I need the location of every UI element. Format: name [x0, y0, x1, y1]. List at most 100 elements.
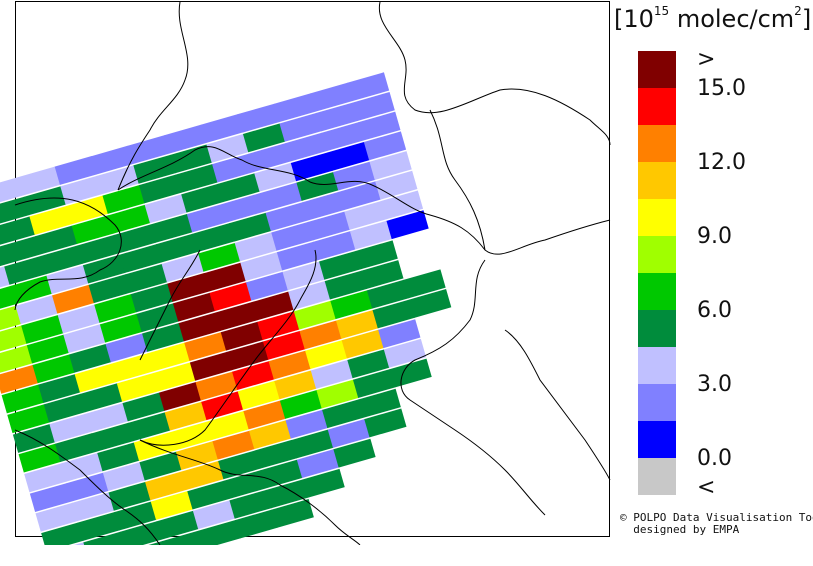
- color-scale: [638, 51, 676, 495]
- swath-pixel: [155, 233, 199, 263]
- swath-pixel: [23, 186, 67, 216]
- legend-tick-12: 12.0: [697, 150, 746, 175]
- swath-pixel: [60, 175, 103, 205]
- swath-pixel: [0, 305, 22, 335]
- swath-pixel: [142, 322, 185, 352]
- swath-pixel: [80, 383, 123, 413]
- swath-pixel: [63, 324, 106, 354]
- swath-pixel: [72, 492, 115, 522]
- swath-pixel: [108, 204, 151, 234]
- swath-pixel: [85, 403, 129, 432]
- swath-pixel: [344, 200, 387, 230]
- swath-pixel: [127, 135, 170, 164]
- legend-tick-3: 3.0: [697, 372, 732, 397]
- swath-pixel: [358, 111, 401, 141]
- swath-pixel: [369, 151, 412, 180]
- swath-pixel: [169, 144, 213, 174]
- swath-pixel: [181, 183, 224, 213]
- swath-pixel: [164, 401, 207, 431]
- swath-pixel: [167, 273, 210, 302]
- swath-pixel: [243, 400, 286, 430]
- swath-pixel: [96, 165, 140, 195]
- swath-pixel: [262, 330, 306, 360]
- legend-tick-15: 15.0: [697, 76, 746, 101]
- swath-pixel: [12, 423, 56, 453]
- swath-pixel: [145, 471, 188, 501]
- swath-pixel: [0, 216, 36, 246]
- swath-pixel: [206, 133, 249, 163]
- swath-pixel: [248, 143, 291, 172]
- swath-pixel: [91, 422, 134, 452]
- swath-pixel: [0, 345, 33, 375]
- swath-pixel: [52, 284, 95, 314]
- swath-pixel: [296, 449, 340, 479]
- swath-pixel: [175, 441, 219, 471]
- swath-pixel: [7, 404, 50, 434]
- swath-pixel: [242, 123, 286, 153]
- legend-swatch: [638, 236, 676, 273]
- swath-pixel: [29, 205, 72, 235]
- swath-pixel: [32, 354, 75, 384]
- swath-pixel: [313, 231, 356, 261]
- swath-pixel: [161, 253, 204, 283]
- swath-pixel: [302, 191, 345, 221]
- swath-pixel: [29, 483, 73, 512]
- swath-pixel: [111, 353, 154, 382]
- swath-pixel: [1, 384, 44, 414]
- swath-pixel: [386, 210, 429, 240]
- swath-pixel: [40, 245, 84, 275]
- legend-swatch: [638, 347, 676, 384]
- swath-pixel: [310, 82, 353, 112]
- swath-pixel: [65, 195, 109, 225]
- swath-pixel: [218, 450, 261, 480]
- legend-swatch: [638, 51, 676, 88]
- swath-pixel: [102, 462, 146, 491]
- swath-pixel: [296, 172, 339, 201]
- swath-pixel: [234, 232, 277, 262]
- swath-pixel: [316, 379, 359, 409]
- legend-swatch: [638, 125, 676, 162]
- swath-pixel: [139, 174, 182, 204]
- swath-pixel: [198, 519, 241, 545]
- swath-pixel: [372, 299, 415, 329]
- swath-pixel: [192, 223, 235, 253]
- swath-pixel: [119, 521, 163, 545]
- swath-pixel: [363, 131, 407, 161]
- swath-pixel: [332, 161, 376, 191]
- swath-pixel: [254, 162, 297, 192]
- swath-pixel: [122, 392, 165, 422]
- swath-pixel: [35, 502, 78, 532]
- swath-pixel: [91, 145, 134, 175]
- legend-title-unit: molec/cm: [669, 5, 795, 33]
- swath-pixel: [43, 393, 87, 423]
- swath-pixel: [352, 91, 395, 121]
- swath-pixel: [324, 270, 367, 300]
- swath-pixel: [0, 286, 16, 315]
- swath-pixel: [94, 294, 137, 323]
- legend-title-exponent: 15: [653, 4, 670, 18]
- swath-pixel: [271, 499, 314, 528]
- swath-pixel: [26, 334, 70, 364]
- swath-pixel: [265, 479, 309, 509]
- swath-pixel: [88, 274, 131, 304]
- swath-pixel: [55, 433, 98, 463]
- swath-pixel: [310, 359, 354, 389]
- swath-pixel: [198, 242, 241, 272]
- swath-pixel: [71, 215, 114, 245]
- swath-pixel: [105, 333, 148, 363]
- swath-pixel: [159, 382, 202, 411]
- legend-title-unit-exponent: 2: [794, 4, 802, 18]
- swath-pixel: [139, 451, 182, 481]
- swath-pixel: [336, 309, 379, 339]
- swath-pixel: [172, 292, 216, 322]
- swath-pixel: [355, 240, 398, 270]
- swath-pixel: [240, 252, 283, 281]
- swath-pixel: [237, 380, 280, 410]
- swath-pixel: [66, 472, 109, 502]
- swath-pixel: [349, 220, 393, 250]
- swath-pixel: [99, 313, 143, 343]
- swath-pixel: [279, 390, 323, 419]
- swath-pixel: [293, 300, 337, 330]
- swath-pixel: [97, 442, 140, 472]
- swath-pixel: [347, 349, 390, 379]
